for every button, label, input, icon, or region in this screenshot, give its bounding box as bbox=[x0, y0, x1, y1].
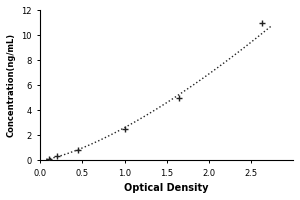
Y-axis label: Concentration(ng/mL): Concentration(ng/mL) bbox=[7, 33, 16, 137]
X-axis label: Optical Density: Optical Density bbox=[124, 183, 209, 193]
